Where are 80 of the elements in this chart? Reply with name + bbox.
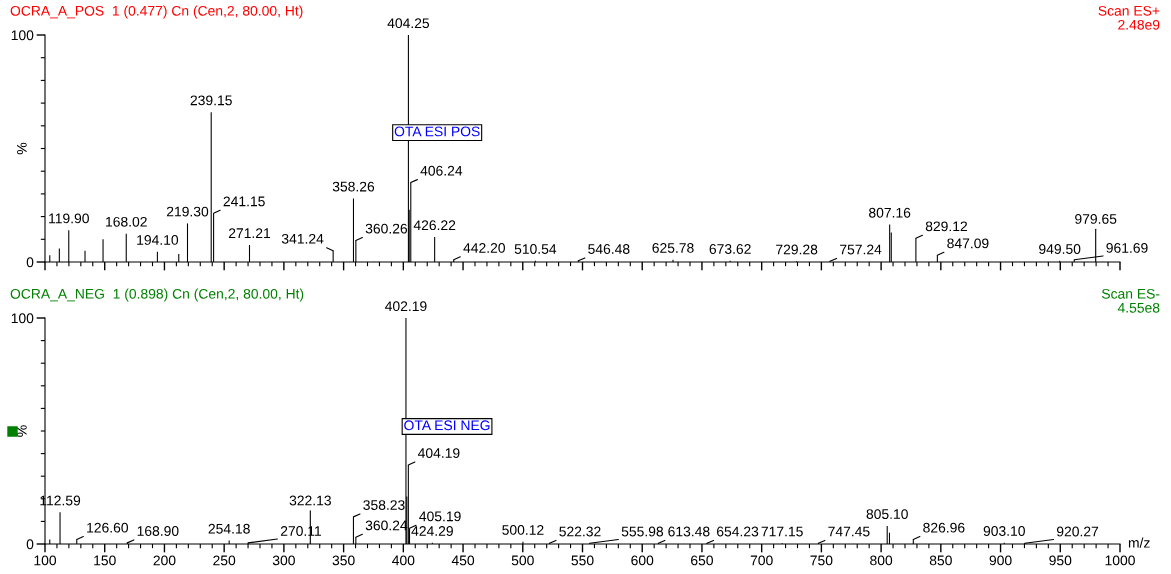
annotation: 613.48 [668,526,710,537]
x-tick-label: 200 [153,555,176,566]
x-tick-label: 1000 [1105,555,1135,566]
x-tick-label: 550 [571,555,594,566]
annotation: 126.60 [87,522,129,533]
annotation: 847.09 [947,238,989,249]
annotation: 500.12 [502,524,544,535]
text: 4.55e8 [1117,302,1160,313]
x-tick-label: 350 [332,555,355,566]
annotation: 625.78 [652,242,694,253]
annotation: 673.62 [709,244,751,254]
annotation: 405.19 [419,511,461,522]
x-tick-label: 950 [1049,555,1072,566]
annotation: 168.90 [137,526,179,536]
x-tick-label: 300 [272,555,295,566]
annotation: 805.10 [866,509,908,520]
annotation: 546.48 [588,244,630,254]
x-tick-label: 700 [750,555,773,566]
chart-title: OCRA_A_NEG 1 (0.898) Cn (Cen,2, 80.00, Ht) [10,288,304,302]
text: Scan ES- [1101,288,1160,299]
annotation: 119.90 [49,213,89,224]
x-tick-label: 400 [392,555,415,566]
annotation: 826.96 [923,522,965,533]
annotation: 358.26 [332,181,375,192]
y-axis-title: % [16,425,27,437]
x-axis-title: m/z [1128,537,1150,548]
x-tick-label: 250 [213,555,236,566]
text: 2.48e9 [1118,19,1160,30]
annotation: 903.10 [983,526,1025,536]
y-tick-label: 0 [26,539,34,550]
annotation: 829.12 [925,221,967,232]
annotation: 747.45 [828,526,870,537]
x-tick-label: 500 [511,555,534,566]
annotation: 341.24 [281,233,324,244]
x-tick-label: 650 [691,555,713,566]
x-tick-label: 900 [989,555,1012,566]
y-axis-title: % [16,142,27,155]
annotation: 920.27 [1056,526,1099,537]
annotation: 426.22 [413,220,456,231]
annotation: 404.25 [387,18,430,29]
y-tick-label: 100 [11,30,34,41]
x-tick-label: 450 [451,555,475,566]
annotation: 654.23 [717,526,759,537]
annotation: OTA ESI NEG [404,420,490,431]
x-tick-label: 100 [34,555,57,566]
annotation: 194.10 [137,235,179,245]
annotation: 522.32 [559,526,601,537]
x-tick-label: 600 [631,555,654,566]
annotation: 239.15 [190,95,232,106]
annotation: 807.16 [869,207,911,218]
annotation: 241.15 [223,196,265,207]
y-tick-label: 100 [11,313,34,324]
annotation: 322.13 [289,495,331,506]
annotation: 961.69 [1106,242,1148,253]
annotation: 360.26 [365,223,408,234]
annotation: 254.18 [208,523,250,534]
annotation: 555.98 [621,526,664,537]
annotation: 729.28 [776,244,818,255]
x-tick-label: 850 [929,555,952,566]
annotation: 510.54 [514,244,557,254]
annotation: 717.15 [761,526,803,537]
annotation: 406.24 [420,165,463,176]
text: Scan ES+ [1098,5,1160,16]
annotation: 949.50 [1039,244,1081,254]
annotation: 219.30 [166,206,209,217]
chart-title: OCRA_A_POS 1 (0.477) Cn (Cen,2, 80.00, Ht) [10,5,303,19]
x-tick-label: 150 [94,555,116,566]
annotation: 358.23 [363,500,405,510]
annotation: 442.20 [463,242,505,253]
annotation: 979.65 [1075,214,1117,224]
annotation: 424.29 [411,526,453,536]
annotation: 271.21 [228,228,271,238]
annotation: 168.02 [106,216,147,227]
annotation: 404.19 [417,448,460,458]
y-tick-label: 0 [26,257,34,268]
annotation: 757.24 [840,244,882,255]
annotation: OTA ESI POS [394,126,480,137]
annotation: 402.19 [385,301,427,312]
x-tick-label: 750 [810,555,833,566]
x-tick-label: 800 [870,555,893,566]
